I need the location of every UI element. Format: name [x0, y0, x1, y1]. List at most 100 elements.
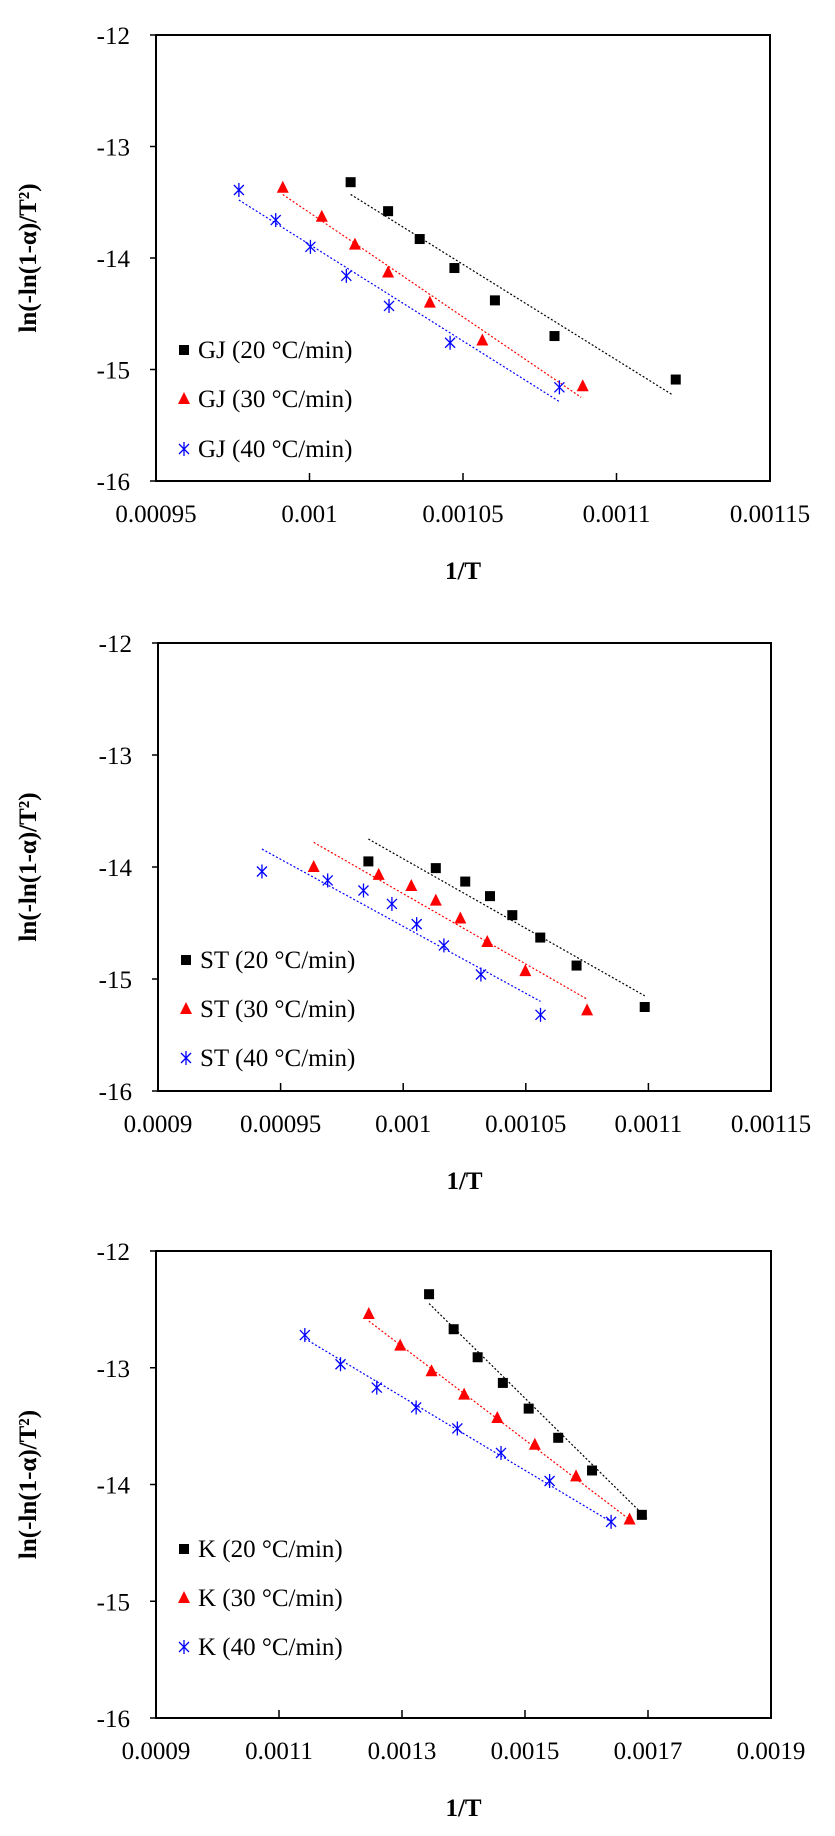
series-asterisk [299, 1328, 617, 1529]
data-point [535, 1007, 546, 1022]
asterisk-stroke [495, 1447, 507, 1459]
data-point [670, 374, 681, 385]
x-tick-label: 0.00105 [422, 501, 503, 528]
x-axis-label: 1/T [446, 1168, 482, 1195]
data-point [371, 1380, 383, 1395]
x-tick-label: 0.0009 [124, 1111, 193, 1138]
data-point [438, 938, 450, 953]
asterisk-stroke [233, 184, 245, 196]
data-point [423, 295, 436, 308]
asterisk-stroke [180, 1052, 192, 1064]
data-point [507, 910, 518, 921]
legend-label: K (20 °C/min) [198, 1536, 343, 1563]
legend-marker [178, 392, 190, 404]
asterisk-stroke [535, 1009, 546, 1021]
plot-area-frame [157, 642, 772, 1092]
data-point [535, 932, 546, 943]
data-point [414, 234, 425, 245]
trendline [304, 1338, 612, 1523]
legend-marker [178, 1591, 190, 1603]
asterisk-stroke [605, 1516, 617, 1528]
data-point [523, 1403, 534, 1414]
x-tick-label: 0.0011 [245, 1738, 313, 1765]
data-point [636, 1509, 647, 1520]
legend-marker [178, 1640, 190, 1654]
data-point [448, 1324, 459, 1335]
y-tick-label: -16 [97, 1706, 130, 1733]
trendline [282, 193, 582, 398]
series-triangle [276, 180, 589, 398]
data-point [587, 1465, 598, 1476]
asterisk-stroke [544, 1475, 556, 1487]
asterisk-stroke [178, 443, 190, 455]
y-tick-label: -15 [99, 967, 132, 994]
chart-2: -16 -15 -14 -13 -12 0.0009 0.00095 0.001 0.00105… [15, 631, 811, 1195]
x-tick-label: 0.001 [281, 501, 337, 528]
data-point [256, 864, 268, 879]
data-point [411, 917, 423, 932]
legend-label: ST (30 °C/min) [200, 996, 355, 1023]
data-point [495, 1445, 507, 1460]
legend-label: GJ (40 °C/min) [198, 436, 352, 463]
legend-label: ST (20 °C/min) [200, 947, 355, 974]
data-point [233, 182, 245, 197]
y-tick-label: -14 [97, 246, 131, 273]
y-tick-label: -15 [97, 358, 130, 385]
data-point [451, 1421, 463, 1436]
y-axis-label: ln(-ln(1-α)/T²) [15, 183, 42, 332]
data-point [458, 1387, 471, 1400]
trendline [238, 199, 561, 403]
x-tick-label: 0.0011 [583, 501, 651, 528]
data-point [605, 1514, 617, 1529]
x-axis-label: 1/T [445, 1795, 481, 1822]
data-point [383, 298, 395, 313]
x-tick-label: 0.00095 [115, 501, 196, 528]
data-point [372, 867, 385, 880]
data-point [348, 237, 361, 250]
series-square [345, 177, 681, 396]
data-point [363, 856, 374, 867]
data-point [476, 333, 489, 346]
asterisk-stroke [451, 1423, 463, 1434]
x-tick-label: 0.0015 [491, 1738, 560, 1765]
legend-marker [180, 1051, 192, 1065]
data-point [549, 331, 560, 342]
x-tick-label: 0.0017 [614, 1738, 683, 1765]
y-tick-label: -13 [97, 1356, 130, 1383]
legend-marker [181, 955, 191, 965]
data-point [519, 964, 532, 977]
y-axis-label: ln(-ln(1-α)/T²) [15, 792, 42, 941]
data-point [358, 883, 369, 898]
y-tick-label: -15 [97, 1589, 130, 1616]
data-point [581, 1003, 594, 1016]
series-asterisk [256, 848, 546, 1022]
series-square [424, 1289, 649, 1520]
data-point [571, 960, 582, 971]
y-tick-label: -13 [97, 135, 130, 162]
trendline [368, 1320, 630, 1521]
asterisk-stroke [383, 300, 395, 312]
trendline [350, 193, 674, 396]
data-point [362, 1307, 375, 1320]
data-point [304, 239, 316, 254]
data-point [430, 863, 441, 874]
data-point [335, 1357, 346, 1372]
data-point [410, 1400, 422, 1415]
data-point [544, 1473, 556, 1488]
data-point [383, 206, 394, 217]
asterisk-stroke [270, 214, 282, 226]
series-triangle [307, 841, 594, 1016]
asterisk-stroke [553, 381, 565, 393]
data-point [449, 263, 460, 274]
legend-label: ST (40 °C/min) [200, 1045, 355, 1072]
data-point [623, 1512, 636, 1525]
x-tick-label: 0.00095 [240, 1111, 321, 1138]
data-point [454, 911, 467, 924]
data-point [485, 891, 496, 902]
legend-marker [179, 345, 189, 355]
data-point [472, 1352, 483, 1363]
data-point [460, 876, 471, 887]
series-triangle [362, 1307, 636, 1525]
plot-area-frame [155, 34, 771, 482]
